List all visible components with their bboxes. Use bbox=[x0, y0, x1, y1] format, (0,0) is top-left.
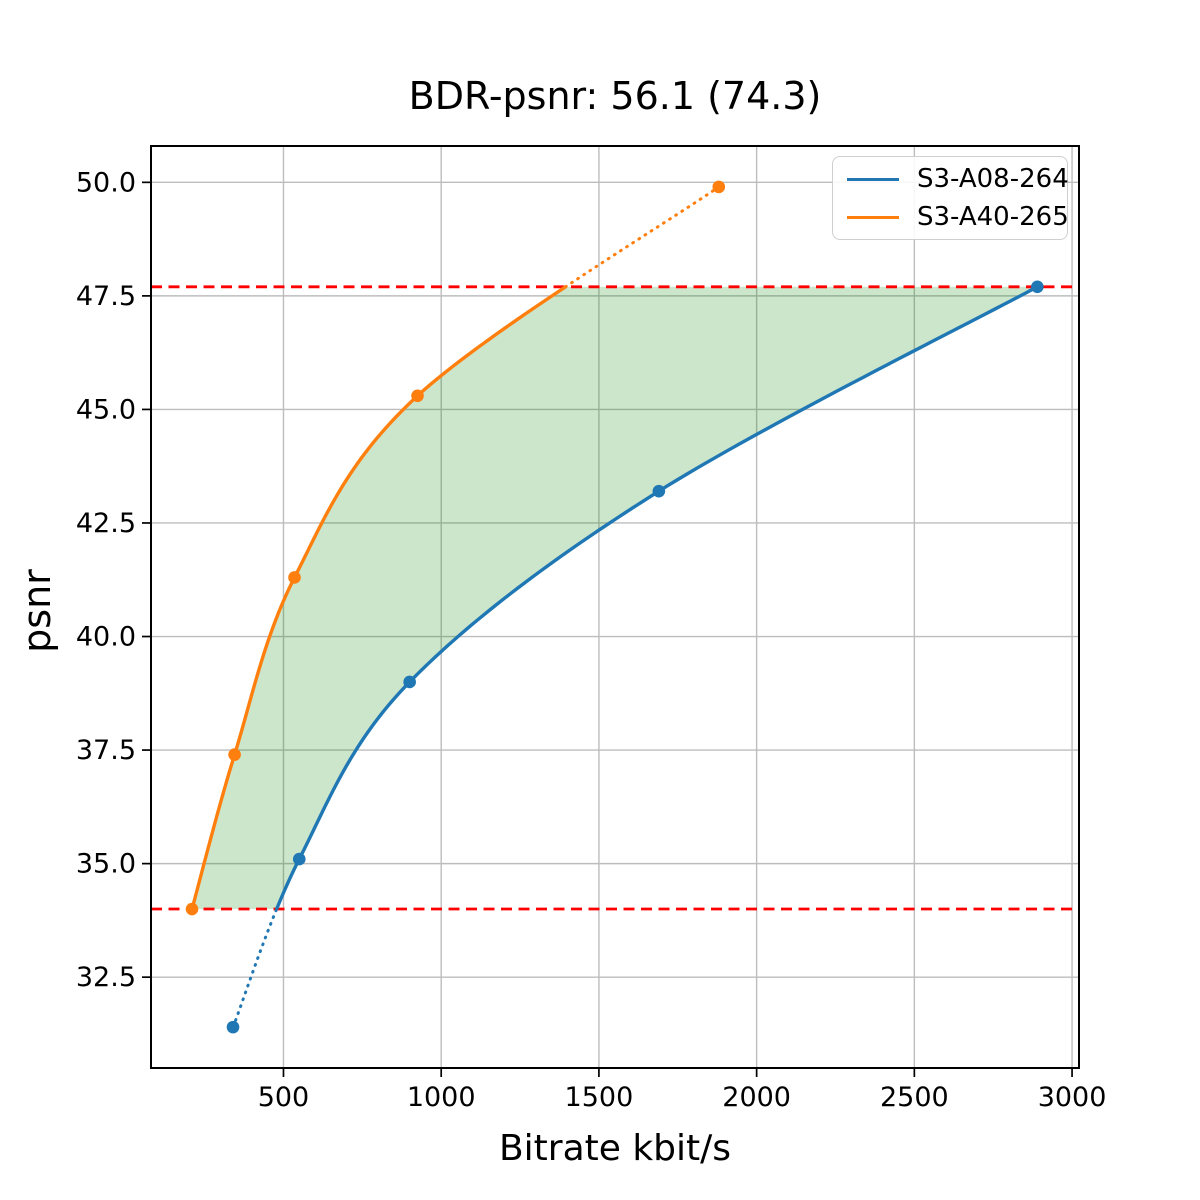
legend-entry-s3-a08-264: S3-A08-264 bbox=[847, 164, 1069, 194]
x-axis-label: Bitrate kbit/s bbox=[498, 1128, 732, 1169]
legend-line-sample-orange bbox=[847, 215, 899, 219]
x-tick-label: 1500 bbox=[565, 1082, 634, 1113]
legend-box: S3-A08-264 S3-A40-265 bbox=[832, 156, 1069, 240]
x-tick-label: 500 bbox=[258, 1082, 310, 1113]
y-tick-label: 35.0 bbox=[76, 849, 136, 880]
data-point-marker-S3-A40-265 bbox=[228, 748, 241, 761]
y-tick-label: 37.5 bbox=[76, 735, 136, 766]
data-point-marker-S3-A40-265 bbox=[411, 389, 424, 403]
y-tick-label: 47.5 bbox=[76, 281, 136, 312]
data-point-marker-S3-A40-265 bbox=[712, 180, 726, 194]
y-tick-label: 32.5 bbox=[76, 962, 136, 993]
data-point-marker-S3-A08-264 bbox=[652, 484, 666, 498]
axes-spines bbox=[150, 145, 1080, 1069]
legend-label: S3-A40-265 bbox=[917, 202, 1069, 232]
y-tick-label: 40.0 bbox=[76, 622, 136, 653]
y-tick-label: 45.0 bbox=[76, 394, 136, 425]
x-tick-label: 3000 bbox=[1038, 1082, 1107, 1113]
series-line-S3-A40-265 bbox=[190, 285, 567, 910]
data-point-marker-S3-A08-264 bbox=[1031, 280, 1044, 294]
data-point-marker-S3-A40-265 bbox=[288, 571, 301, 584]
chart-title: BDR-psnr: 56.1 (74.3) bbox=[408, 74, 822, 118]
data-point-marker-S3-A08-264 bbox=[292, 852, 306, 866]
series-dotted-S3-A08-264 bbox=[231, 907, 279, 1029]
legend-entry-s3-a40-265: S3-A40-265 bbox=[847, 202, 1069, 232]
data-point-marker-S3-A08-264 bbox=[403, 675, 416, 689]
series-dotted-S3-A40-265 bbox=[564, 185, 721, 289]
y-tick-label: 42.5 bbox=[76, 508, 136, 539]
legend-line-sample-blue bbox=[847, 177, 899, 181]
y-axis-label: psnr bbox=[15, 569, 59, 653]
series-line-S3-A08-264 bbox=[275, 285, 1039, 910]
x-tick-label: 1000 bbox=[407, 1082, 476, 1113]
legend-label: S3-A08-264 bbox=[917, 164, 1069, 194]
y-tick-label: 50.0 bbox=[76, 167, 136, 198]
x-tick-label: 2000 bbox=[722, 1082, 791, 1113]
x-tick-label: 2500 bbox=[880, 1082, 949, 1113]
data-point-marker-S3-A08-264 bbox=[226, 1020, 240, 1034]
bd-shaded-region bbox=[192, 286, 1038, 910]
data-point-marker-S3-A40-265 bbox=[185, 902, 199, 916]
